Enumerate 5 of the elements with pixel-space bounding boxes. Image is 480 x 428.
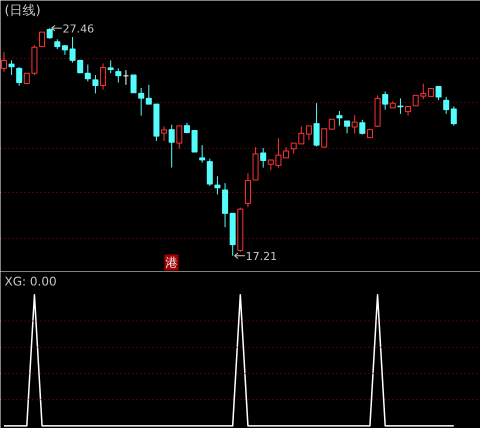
annotation: 17.21 xyxy=(246,250,278,264)
annotation: 27.46 xyxy=(62,22,94,36)
annotation: 港 xyxy=(166,256,178,270)
chart-title: (日线) xyxy=(4,4,41,18)
chart-title: XG: 0.00 xyxy=(4,274,57,288)
